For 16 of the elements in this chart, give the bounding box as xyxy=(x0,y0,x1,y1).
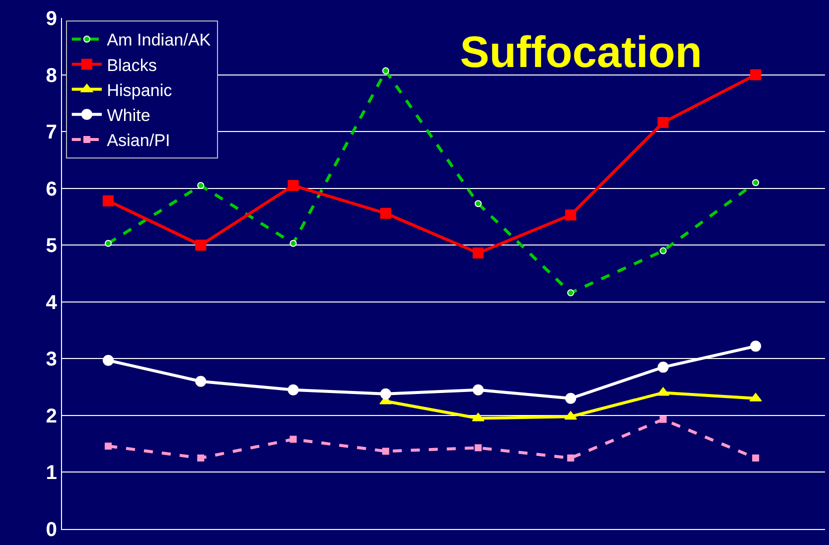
legend-label: Blacks xyxy=(106,56,157,75)
legend-label: Asian/PI xyxy=(106,131,170,150)
y-tick-label: 0 xyxy=(46,519,57,541)
legend-label: Am Indian/AK xyxy=(106,30,212,50)
y-tick-label: 8 xyxy=(46,64,57,87)
y-tick-label: 5 xyxy=(46,235,57,258)
legend-label: Hispanic xyxy=(106,80,173,100)
y-tick-label: 2 xyxy=(46,405,57,428)
y-tick-label: 4 xyxy=(46,292,58,314)
y-tick-label: 1 xyxy=(46,462,57,484)
chart-title: Suffocation xyxy=(460,28,702,77)
y-tick-label: 6 xyxy=(46,178,57,200)
y-tick-label: 7 xyxy=(46,122,57,144)
y-tick-label: 3 xyxy=(46,348,57,371)
legend-label: White xyxy=(106,106,150,126)
y-tick-label: 9 xyxy=(46,8,57,30)
